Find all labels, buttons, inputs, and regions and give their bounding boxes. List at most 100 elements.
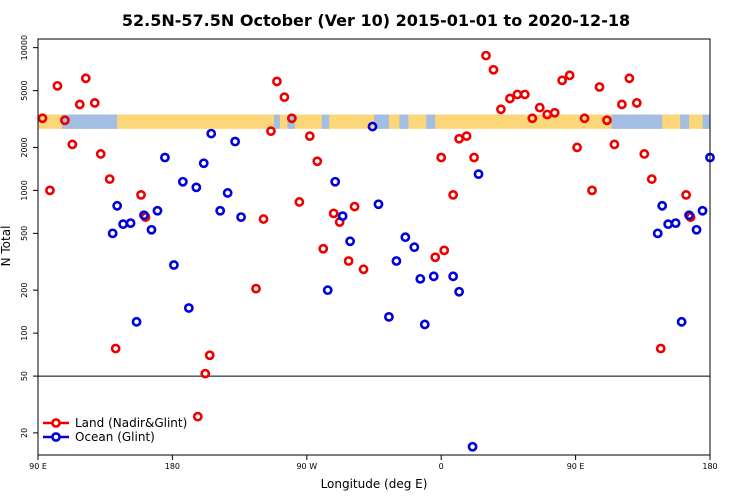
data-point	[74, 99, 85, 110]
data-point	[639, 149, 650, 159]
data-point	[95, 149, 106, 159]
data-point	[266, 126, 276, 137]
data-point	[572, 142, 582, 153]
y-tick-label: 500	[20, 226, 29, 241]
data-point	[328, 208, 339, 219]
data-point	[215, 205, 226, 216]
data-point	[534, 102, 545, 113]
data-point	[670, 218, 681, 229]
data-point	[294, 197, 305, 207]
data-point	[655, 343, 666, 354]
data-point	[89, 98, 100, 108]
data-point	[681, 189, 692, 200]
data-point	[496, 104, 506, 115]
data-point	[279, 92, 290, 103]
data-point	[439, 245, 450, 256]
data-point	[251, 283, 261, 294]
data-point	[448, 271, 459, 282]
data-point	[112, 200, 123, 211]
x-tick-label: 180	[165, 462, 180, 471]
data-point	[549, 107, 560, 118]
data-point	[684, 210, 694, 221]
data-point	[367, 121, 378, 132]
x-tick-label: 90 E	[29, 462, 47, 471]
data-point	[473, 169, 484, 180]
data-point	[198, 158, 209, 169]
data-point	[454, 286, 465, 297]
data-point	[80, 73, 91, 84]
map-strip-ocean	[374, 114, 389, 129]
data-point	[349, 201, 360, 212]
data-point	[587, 185, 597, 196]
data-point	[337, 211, 348, 222]
data-point	[45, 185, 55, 196]
data-point	[373, 199, 384, 210]
data-point	[391, 256, 402, 266]
data-point	[448, 189, 459, 200]
map-strip-ocean	[680, 114, 690, 129]
map-strip-ocean	[611, 114, 663, 129]
y-tick-label: 20	[20, 428, 29, 438]
data-point	[131, 316, 142, 327]
data-point	[168, 260, 179, 270]
data-point	[488, 64, 499, 75]
data-point	[330, 176, 341, 187]
data-point	[609, 139, 620, 150]
data-point	[512, 89, 523, 100]
data-point	[230, 136, 241, 147]
data-point	[415, 273, 426, 284]
data-point	[67, 139, 78, 150]
data-point	[192, 411, 203, 422]
data-point	[579, 113, 590, 124]
data-point	[691, 224, 702, 235]
y-tick-label: 1000	[20, 180, 29, 200]
map-strip-ocean	[273, 114, 280, 129]
data-point	[409, 242, 420, 253]
y-tick-label: 100	[20, 325, 29, 340]
data-point	[428, 271, 439, 282]
series-land	[37, 50, 696, 422]
legend-marker	[51, 432, 61, 442]
data-point	[160, 152, 170, 163]
data-point	[564, 70, 575, 81]
data-point	[557, 75, 568, 86]
y-axis-label: N Total	[0, 226, 13, 267]
data-point	[430, 252, 441, 263]
data-point	[183, 303, 194, 313]
data-point	[697, 205, 708, 216]
data-point	[118, 219, 129, 230]
data-point	[646, 174, 657, 184]
legend-marker	[51, 418, 61, 428]
data-point	[657, 200, 668, 211]
data-point	[436, 152, 447, 163]
map-strip-ocean	[426, 114, 436, 129]
data-point	[152, 205, 163, 216]
x-tick-label: 0	[439, 462, 444, 471]
data-point	[652, 228, 663, 239]
data-point	[602, 115, 612, 126]
legend-label: Ocean (Glint)	[75, 430, 155, 444]
data-point	[504, 93, 515, 104]
data-point	[454, 133, 465, 144]
y-tick-label: 50	[20, 371, 29, 381]
data-point	[616, 99, 627, 110]
data-point	[125, 218, 136, 229]
data-point	[177, 176, 188, 187]
data-point	[461, 131, 472, 142]
data-point	[136, 189, 146, 200]
chart-title: 52.5N-57.5N October (Ver 10) 2015-01-01 …	[122, 11, 630, 30]
data-point	[663, 219, 674, 230]
x-tick-label: 180	[702, 462, 717, 471]
legend: Land (Nadir&Glint)Ocean (Glint)	[43, 416, 187, 444]
x-tick-label: 90 E	[567, 462, 585, 471]
data-point	[236, 212, 246, 222]
x-tick-label: 90 W	[296, 462, 317, 471]
data-point	[191, 182, 202, 193]
data-point	[481, 50, 491, 61]
data-point	[318, 243, 329, 254]
data-point	[286, 113, 297, 124]
data-point	[469, 152, 479, 163]
map-strip-ocean	[321, 114, 330, 129]
plot-frame	[37, 38, 711, 456]
